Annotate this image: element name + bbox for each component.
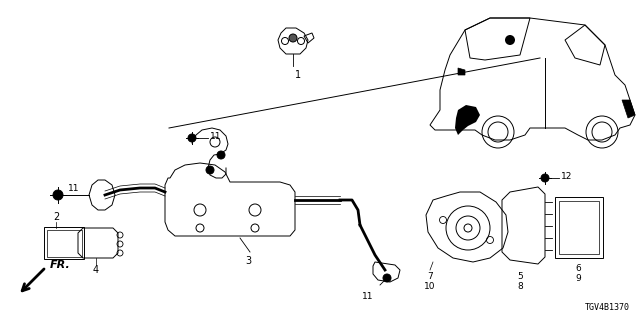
Text: 10: 10 (424, 282, 436, 291)
Text: 12: 12 (561, 172, 572, 180)
Circle shape (505, 35, 515, 45)
Text: 8: 8 (517, 282, 523, 291)
Text: 7: 7 (427, 272, 433, 281)
Circle shape (383, 274, 391, 282)
Text: 5: 5 (517, 272, 523, 281)
Polygon shape (622, 100, 635, 118)
Text: 11: 11 (362, 292, 374, 301)
Circle shape (541, 174, 549, 182)
Text: 2: 2 (53, 212, 59, 222)
Polygon shape (458, 68, 465, 75)
Circle shape (206, 166, 214, 174)
Circle shape (289, 34, 297, 42)
Text: TGV4B1370: TGV4B1370 (585, 303, 630, 312)
Circle shape (217, 151, 225, 159)
Polygon shape (455, 105, 480, 135)
Text: 9: 9 (575, 274, 581, 283)
Circle shape (188, 134, 196, 142)
Text: 3: 3 (245, 256, 251, 266)
Text: 4: 4 (93, 265, 99, 275)
Text: 1: 1 (295, 70, 301, 80)
Circle shape (53, 190, 63, 200)
Text: 6: 6 (575, 264, 581, 273)
Text: 11: 11 (68, 183, 79, 193)
Text: 11: 11 (210, 132, 221, 140)
Text: FR.: FR. (50, 260, 71, 270)
